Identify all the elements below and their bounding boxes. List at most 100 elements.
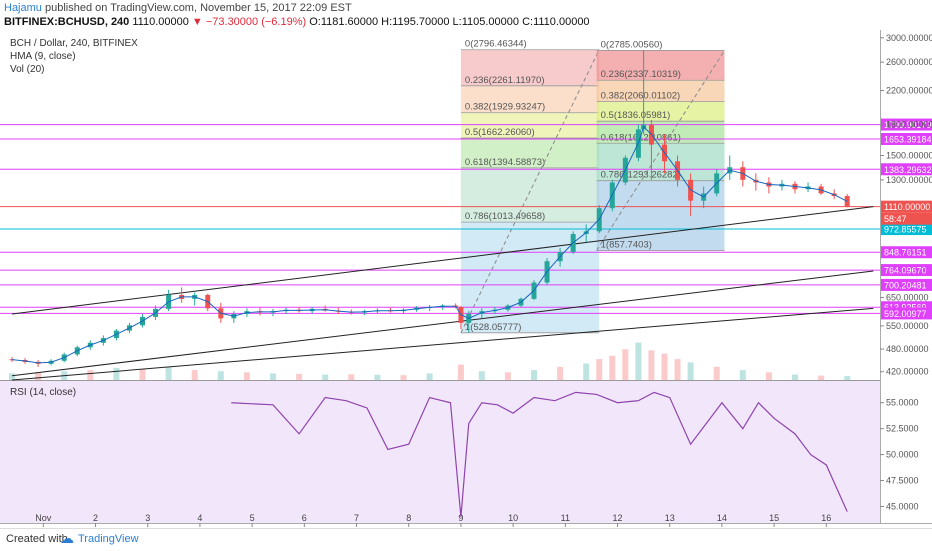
tradingview-logo-icon: ☁ [60,530,74,546]
price-label-box [881,278,932,291]
volume-bar [792,374,798,380]
price-label-box [881,163,932,176]
price-tick-label: 1300.00000 [886,175,932,185]
price-change: ▼ −73.30000 (−6.19%) [191,16,307,28]
price-label-box [881,307,932,320]
price-label-box [881,118,932,131]
volume-bar [426,373,433,380]
hma-line [11,126,848,364]
rsi-tick-label: 52.5000 [886,424,919,434]
price-tick-label: 1500.00000 [886,151,932,161]
fib-b-zone [596,101,725,122]
price-label-box [881,200,932,213]
rsi-tick-label: 55.0000 [886,398,919,408]
trend-line [11,307,874,381]
price-label: 1799.90179 [884,120,932,130]
symbol-label: BITFINEX:BCHUSD, 240 [4,16,130,28]
fib-b-level-label: 0.786(1293.26282) [601,170,681,181]
volume-bar [9,373,15,380]
fib-b-level-label: 1(857.7403) [601,239,652,250]
volume-bar [270,373,276,380]
rsi-tick-label: 47.5000 [886,476,919,486]
volume-bar [400,375,407,380]
price-label: 592.00977 [884,309,927,319]
time-tick-label: 7 [354,513,359,523]
publish-info: published on TradingView.com, November 1… [44,2,352,14]
fib-a-zone [460,85,600,113]
time-tick-label: 15 [769,513,779,523]
fib-a-zone [460,138,600,168]
time-tick-label: 14 [717,513,727,523]
price-label: 1110.00000 [884,202,930,212]
time-tick-label: 8 [406,513,411,523]
volume-bar [348,374,355,380]
price-label: 1653.39184 [884,134,932,144]
volume-bar [687,362,694,380]
time-tick-label: 16 [821,513,831,523]
rsi-legend: RSI (14, close) [10,387,76,398]
volume-bar [583,363,590,380]
fib-b-level-label: 0.236(2337.10319) [601,69,681,80]
fib-a-level-label: 0.236(2261.11970) [465,75,545,86]
price-tick-label: 650.00000 [886,293,929,303]
footer: Created with ☁ TradingView [0,528,932,551]
volume-bar [457,364,464,380]
trend-line [11,206,874,315]
volume-bar [87,370,94,380]
fib-b-level-label: 0.382(2060.01102) [601,91,681,102]
price-label: 700.20481 [884,280,927,290]
created-with: Created with [6,533,68,545]
volume-bar [296,373,303,380]
price-tick-label: 550.00000 [886,321,929,331]
author-link[interactable]: Hajamu [4,2,42,14]
ohlc-line: BITFINEX:BCHUSD, 240 1110.00000 ▼ −73.30… [4,16,590,28]
tradingview-brand[interactable]: TradingView [78,533,139,545]
volume-bar [635,342,642,380]
volume-bar [243,372,250,380]
volume-bar [609,355,616,380]
fib-b-zone [596,50,725,81]
price-tick-label: 1800.00000 [886,120,932,130]
price-tick-label: 2200.00000 [886,85,932,95]
vol-legend: Vol (20) [10,64,44,75]
ohlc-values: O:1181.60000 H:1195.70000 L:1105.00000 C… [309,16,590,28]
price-label: 972.85575 [884,225,927,235]
time-tick-label: 13 [665,513,675,523]
volume-bar [765,372,772,380]
price-label-box [881,246,932,259]
trend-line [11,270,874,377]
price-tick-label: 480.00000 [886,344,929,354]
rsi-line [231,391,848,517]
volume-bar [648,350,655,380]
candle-body [844,196,850,207]
volume-bar [217,371,224,380]
fib-b-level-label: 0(2785.00560) [601,39,663,50]
volume-bar [504,372,511,380]
price-label-box [881,264,932,277]
volume-bar [191,370,198,380]
fib-b-zone [596,121,725,144]
fib-a-level-label: 0.618(1394.58873) [465,157,545,168]
fib-b-zone [596,80,725,102]
volume-bar [165,366,172,380]
last-price: 1110.00000 [132,16,189,28]
price-chart[interactable]: 0(2796.46344) 0.236(2261.11970) 0.382(1929… [0,30,932,528]
countdown-label-box [881,212,932,225]
volume-bar [596,359,603,380]
price-tick-label: 2600.00000 [886,57,932,67]
fib-a-zone [460,167,600,223]
price-label: 764.09670 [884,266,927,276]
time-tick-label: 6 [302,513,307,523]
fib-b-level-label: 0.5(1836.05981) [601,110,671,121]
fib-a-zone [460,49,600,86]
fib-a-level-label: 0.382(1929.93247) [465,102,545,113]
time-tick-label: 9 [458,513,463,523]
fib-a-level-label: 0(2796.46344) [465,39,527,50]
time-tick-label: 4 [197,513,202,523]
price-tick-label: 3000.00000 [886,33,932,43]
price-label-box [881,132,932,145]
price-label: 848.76151 [884,248,927,258]
countdown-label: 58:47 [884,214,907,224]
volume-bar [35,372,42,380]
price-label-box [881,223,932,236]
